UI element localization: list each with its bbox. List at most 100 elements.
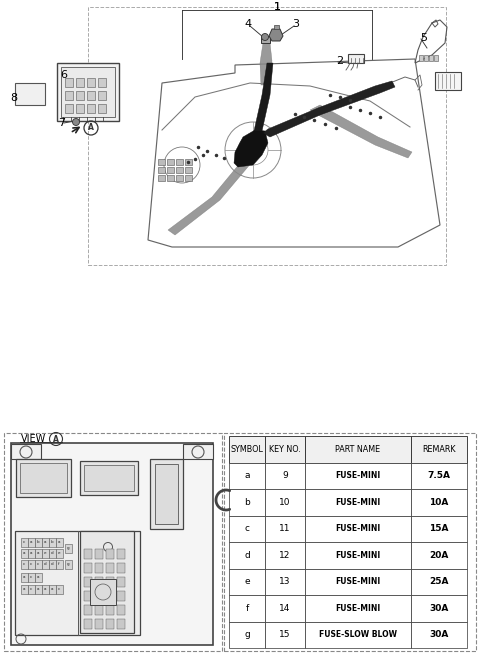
Text: c: c xyxy=(30,562,32,566)
Bar xyxy=(411,462,467,489)
Bar xyxy=(229,595,265,622)
Bar xyxy=(265,542,305,569)
Text: 8: 8 xyxy=(11,93,18,103)
Text: a: a xyxy=(51,587,53,591)
Text: a: a xyxy=(37,587,39,591)
Text: d: d xyxy=(244,551,250,560)
Bar xyxy=(21,584,27,593)
Text: c: c xyxy=(23,540,25,544)
Bar xyxy=(88,7,446,265)
Bar xyxy=(106,549,114,559)
Bar xyxy=(176,167,183,173)
Text: A: A xyxy=(53,434,59,443)
Bar xyxy=(98,78,106,87)
Bar xyxy=(95,563,103,573)
Bar xyxy=(229,622,265,648)
Circle shape xyxy=(262,33,268,41)
Text: 3: 3 xyxy=(292,19,300,29)
Bar xyxy=(65,78,73,87)
Bar xyxy=(434,55,438,61)
Text: 15A: 15A xyxy=(429,524,449,533)
Circle shape xyxy=(72,119,80,126)
Polygon shape xyxy=(260,43,272,85)
Polygon shape xyxy=(234,130,268,167)
Bar xyxy=(265,515,305,542)
Text: FUSE-MINI: FUSE-MINI xyxy=(336,524,381,533)
Bar xyxy=(150,459,183,529)
Text: e: e xyxy=(244,577,250,586)
Text: FUSE-SLOW BLOW: FUSE-SLOW BLOW xyxy=(319,630,397,639)
Text: a: a xyxy=(30,540,32,544)
Text: g: g xyxy=(67,562,69,566)
Bar xyxy=(80,531,134,633)
Bar xyxy=(158,175,165,181)
Text: b: b xyxy=(51,540,53,544)
Text: d: d xyxy=(51,551,53,555)
Bar xyxy=(305,489,411,515)
Bar xyxy=(56,584,62,593)
Bar xyxy=(35,548,41,557)
Bar xyxy=(27,538,35,546)
Text: SYMBOL: SYMBOL xyxy=(230,445,264,454)
Text: 4: 4 xyxy=(244,19,252,29)
Bar xyxy=(15,531,140,635)
Text: 11: 11 xyxy=(279,524,291,533)
Text: a: a xyxy=(44,540,46,544)
Polygon shape xyxy=(310,105,412,158)
Text: 30A: 30A xyxy=(429,630,449,639)
Bar xyxy=(57,63,119,121)
Bar xyxy=(229,542,265,569)
Bar xyxy=(305,515,411,542)
Text: 13: 13 xyxy=(279,577,291,586)
Bar xyxy=(80,461,138,495)
Bar xyxy=(56,548,62,557)
Bar xyxy=(41,584,48,593)
Bar xyxy=(117,563,125,573)
Bar xyxy=(158,159,165,165)
Bar xyxy=(305,542,411,569)
Bar xyxy=(265,622,305,648)
Text: c: c xyxy=(23,562,25,566)
Text: VIEW: VIEW xyxy=(21,434,46,444)
Bar xyxy=(305,436,411,462)
Bar xyxy=(348,54,364,63)
Text: c: c xyxy=(30,575,32,579)
Polygon shape xyxy=(254,63,273,131)
Bar xyxy=(155,464,178,524)
Bar xyxy=(76,78,84,87)
Bar xyxy=(117,549,125,559)
Text: a: a xyxy=(30,551,32,555)
Text: 9: 9 xyxy=(282,471,288,480)
Bar xyxy=(167,175,174,181)
Bar xyxy=(21,548,27,557)
Bar xyxy=(435,72,461,90)
Bar xyxy=(64,544,72,553)
Bar xyxy=(48,538,56,546)
Text: 2: 2 xyxy=(336,56,344,66)
Bar xyxy=(265,489,305,515)
Bar xyxy=(61,67,115,117)
Text: f: f xyxy=(58,562,60,566)
Text: e: e xyxy=(44,551,46,555)
Bar xyxy=(411,515,467,542)
Text: 30A: 30A xyxy=(429,604,449,612)
Bar xyxy=(305,622,411,648)
Bar xyxy=(11,444,41,459)
Bar xyxy=(117,577,125,587)
Bar xyxy=(106,563,114,573)
Bar xyxy=(35,538,41,546)
Bar xyxy=(95,591,103,601)
Text: c: c xyxy=(244,524,250,533)
Text: 1: 1 xyxy=(274,2,280,12)
Bar xyxy=(35,559,41,569)
Text: g: g xyxy=(67,546,69,550)
Bar xyxy=(41,548,48,557)
Bar xyxy=(65,91,73,100)
Text: c: c xyxy=(37,562,39,566)
Bar xyxy=(106,605,114,615)
Text: a: a xyxy=(23,575,25,579)
Bar xyxy=(76,91,84,100)
Bar xyxy=(411,489,467,515)
Bar xyxy=(27,584,35,593)
Bar xyxy=(185,159,192,165)
